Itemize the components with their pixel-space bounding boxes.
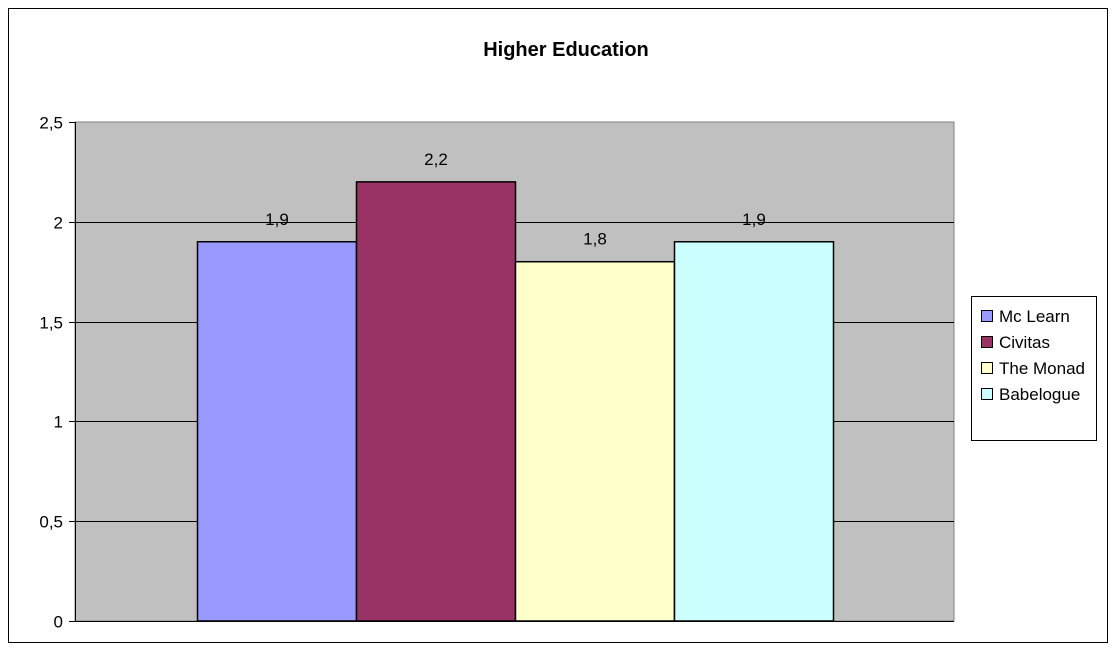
data-labels: 1,9 2,2 1,8 1,9 <box>265 150 766 249</box>
legend-items: Mc Learn Civitas The Monad Babelogue <box>981 307 1085 404</box>
y-tick-label: 1 <box>54 413 63 432</box>
chart-title: Higher Education <box>483 39 649 61</box>
bar-mc-learn <box>196 241 358 622</box>
data-label: 1,8 <box>583 230 607 249</box>
data-label: 1,9 <box>265 210 289 229</box>
bar-the-monad <box>514 260 676 622</box>
bar-babelogue <box>673 241 835 622</box>
y-tick-label: 2 <box>54 214 63 233</box>
data-label: 2,2 <box>424 150 448 169</box>
legend-swatch <box>981 336 993 348</box>
y-tick-label: 1,5 <box>39 314 63 333</box>
y-tick-label: 0,5 <box>39 513 63 532</box>
data-label: 1,9 <box>742 210 766 229</box>
legend-label: Babelogue <box>999 385 1080 404</box>
y-tick-label: 0 <box>54 613 63 632</box>
legend-label: Mc Learn <box>999 307 1070 326</box>
legend-swatch <box>981 362 993 374</box>
legend: Mc Learn Civitas The Monad Babelogue <box>971 296 1097 441</box>
legend-swatch <box>981 310 993 322</box>
legend-label: Civitas <box>999 333 1050 352</box>
bar-civitas <box>355 181 517 622</box>
y-tick-label: 2,5 <box>39 114 63 133</box>
bars <box>196 181 835 622</box>
legend-swatch <box>981 388 993 400</box>
legend-label: The Monad <box>999 359 1085 378</box>
